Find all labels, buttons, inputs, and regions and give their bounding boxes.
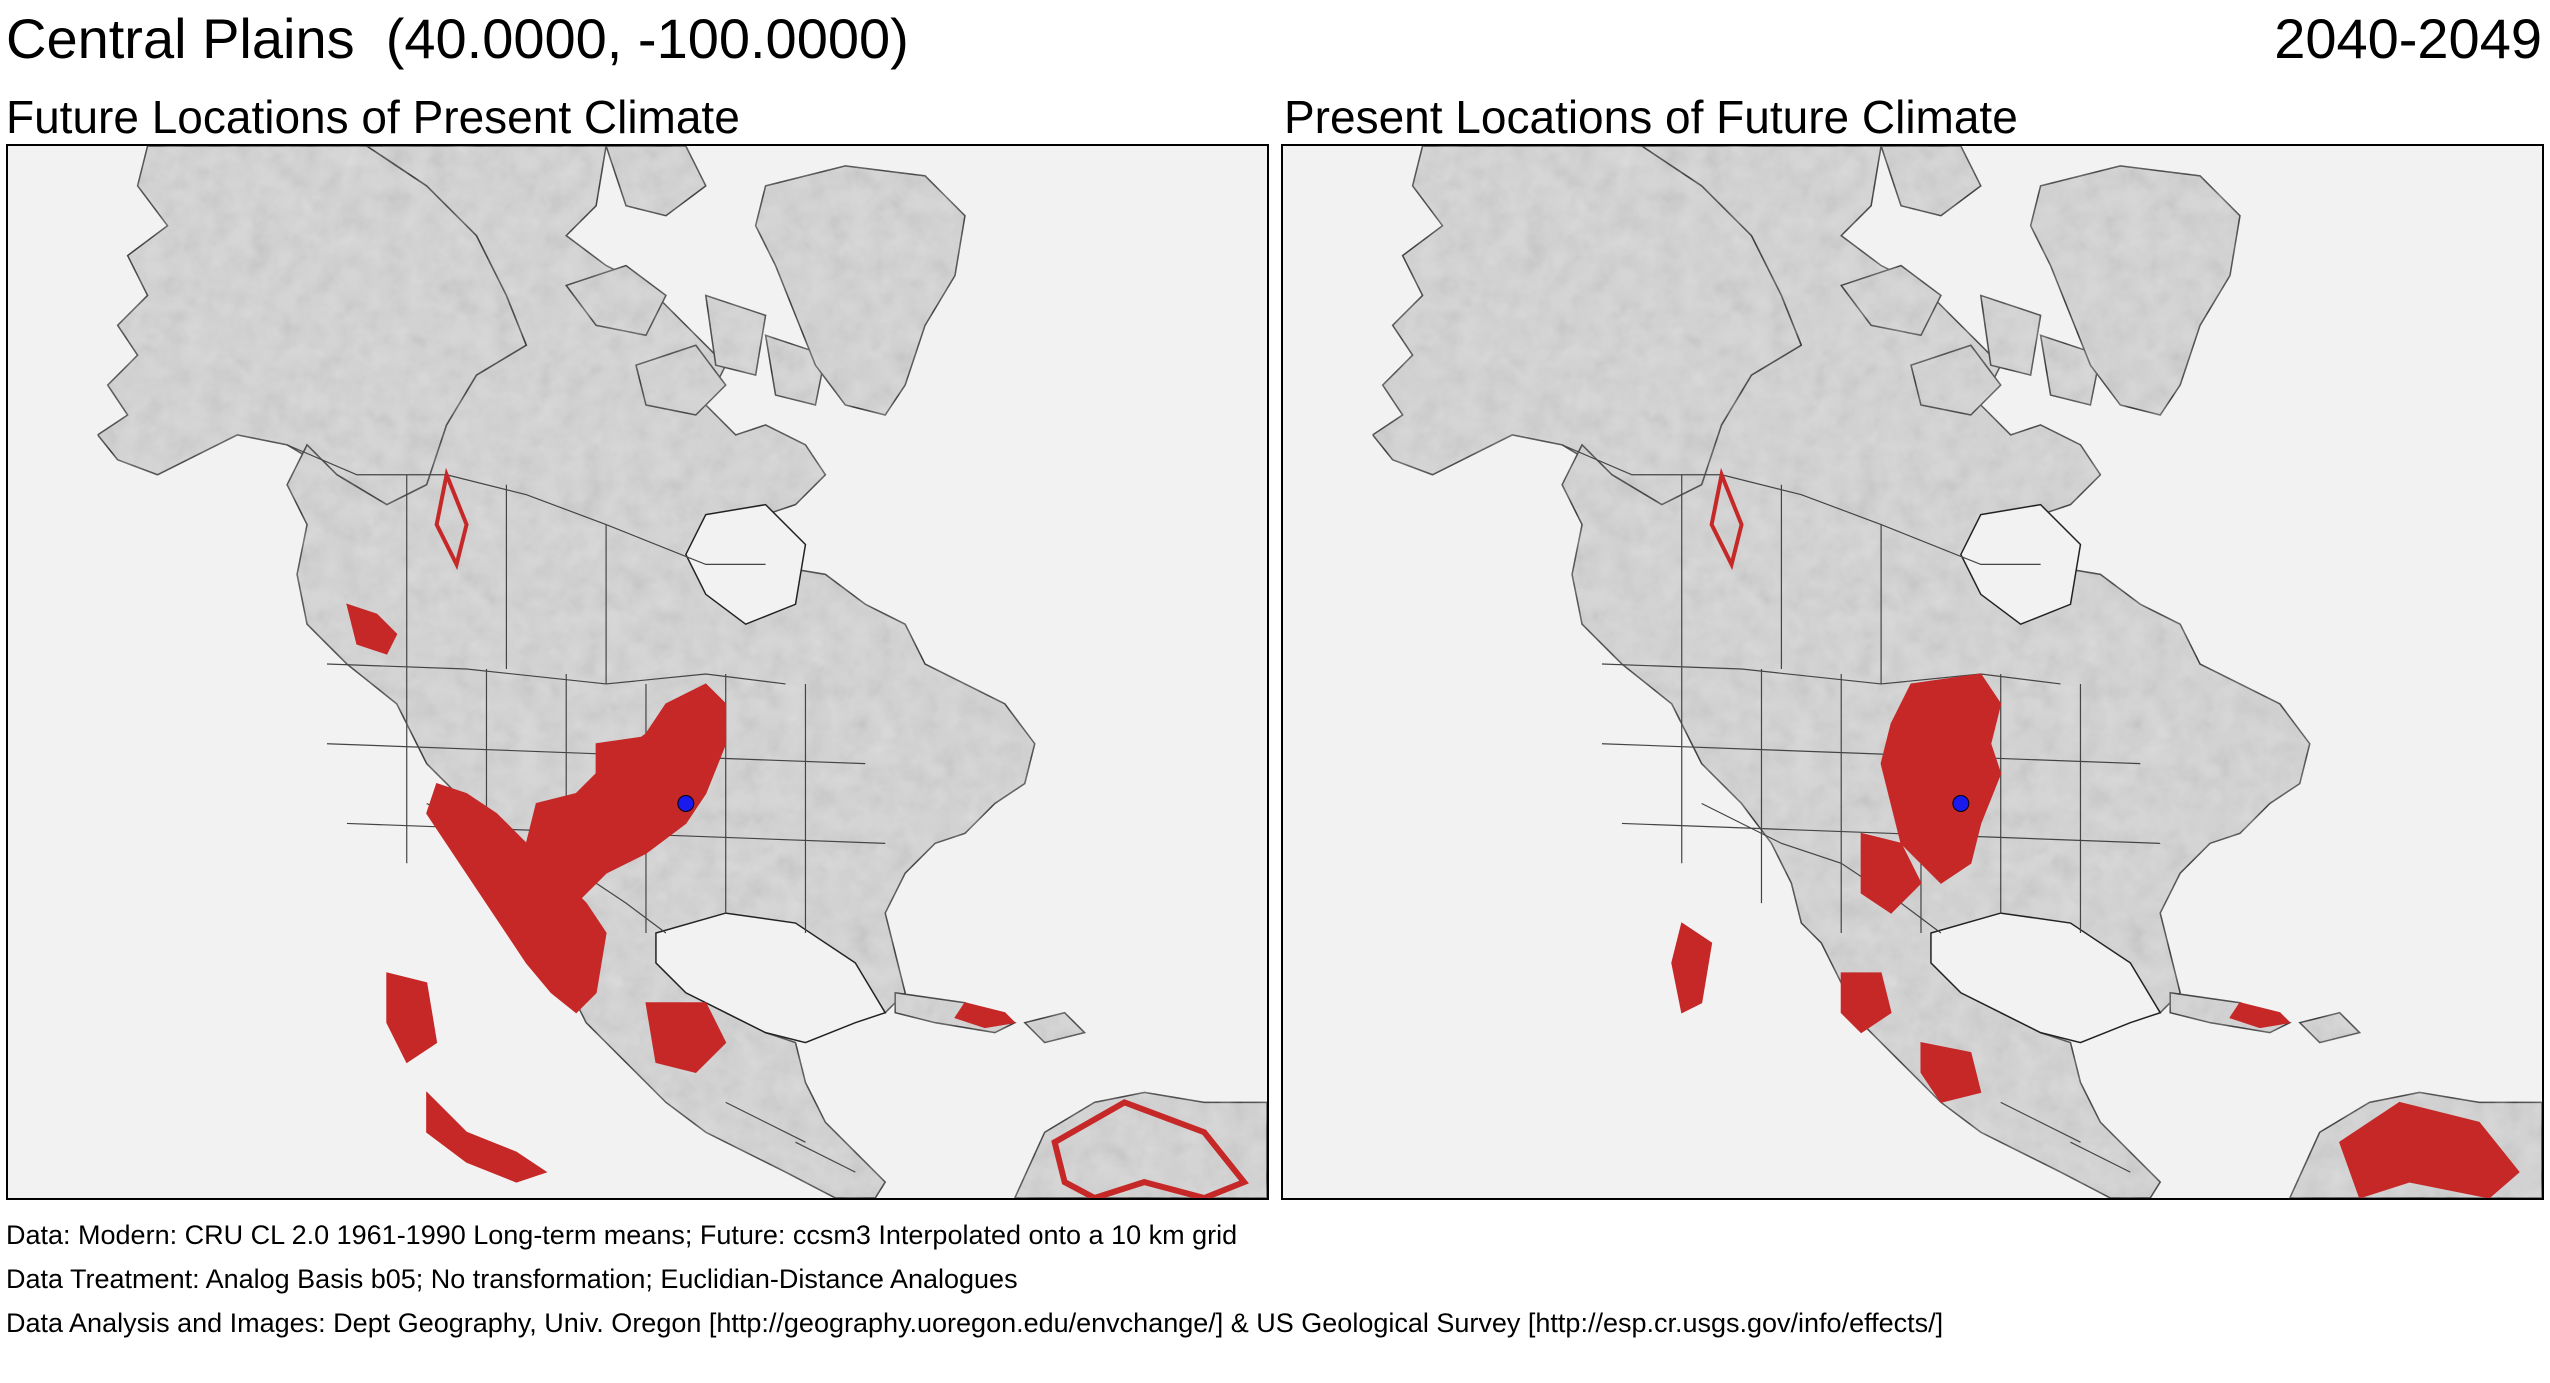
panel-title-future-locations: Future Locations of Present Climate [6, 91, 740, 143]
gulf-of-mexico [655, 912, 887, 1044]
land-masses [96, 146, 1267, 1198]
map-present-locations [1281, 144, 2544, 1200]
panel-title-present-locations: Present Locations of Future Climate [1284, 91, 2018, 143]
location-marker [1952, 795, 1970, 812]
map-future-locations [6, 144, 1269, 1200]
map-canvas [1371, 146, 2542, 1198]
land-masses [1371, 146, 2542, 1198]
page-title: Central Plains (40.0000, -100.0000) [6, 7, 909, 70]
footer-data-source: Data: Modern: CRU CL 2.0 1961-1990 Long-… [6, 1220, 1238, 1250]
footer-data-treatment: Data Treatment: Analog Basis b05; No tra… [6, 1264, 1018, 1294]
map-canvas [96, 146, 1267, 1198]
location-marker [677, 795, 695, 812]
footer-credits: Data Analysis and Images: Dept Geography… [6, 1308, 1944, 1338]
analog-regions [346, 467, 1249, 1198]
analog-regions [1671, 467, 2520, 1198]
political-borders [1561, 444, 2161, 1173]
gulf-of-mexico [1930, 912, 2162, 1044]
period-label: 2040-2049 [2274, 7, 2542, 70]
